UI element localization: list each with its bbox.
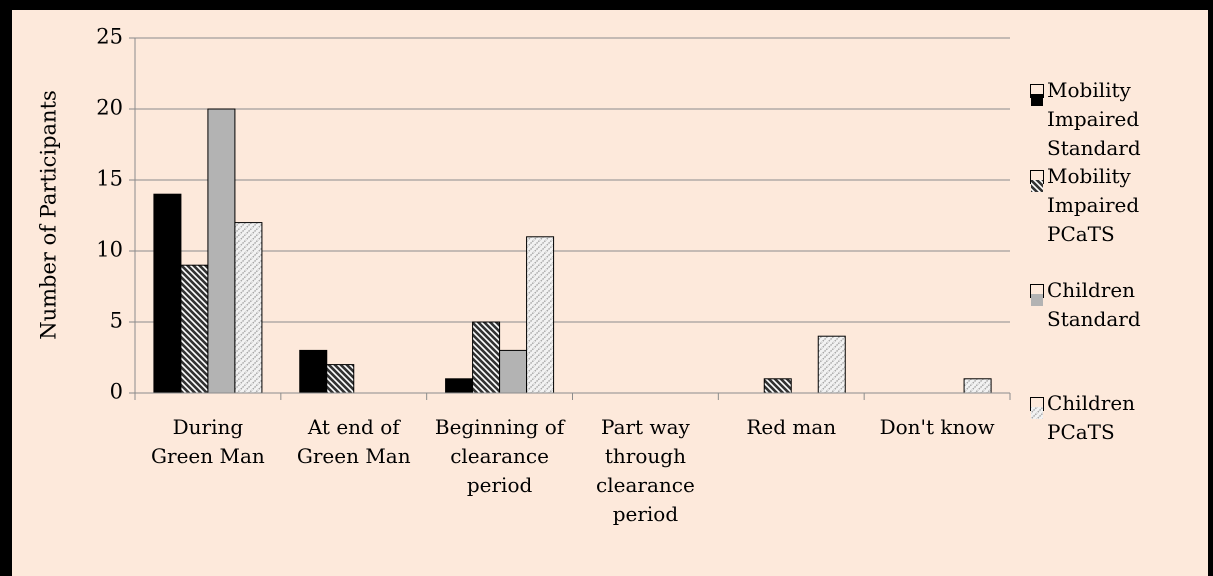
x-tick-label: Red man	[746, 415, 837, 439]
legend-swatch-rect	[1031, 407, 1043, 419]
bar	[299, 349, 328, 394]
legend-swatch-rect	[1031, 94, 1043, 106]
bar	[445, 378, 474, 394]
bar	[963, 378, 992, 394]
y-tick-label: 5	[110, 309, 123, 333]
y-tick-label: 0	[110, 380, 123, 404]
bar	[817, 335, 846, 394]
legend-swatch-fill	[1031, 294, 1043, 306]
legend-swatch	[1030, 397, 1044, 419]
bar	[234, 222, 263, 394]
legend-swatch-fill	[1031, 180, 1043, 192]
bar	[499, 349, 528, 394]
legend-label: Children PCaTS	[1047, 391, 1136, 444]
legend-label: Children Standard	[1047, 278, 1141, 331]
legend-swatch	[1030, 84, 1044, 106]
legend-swatch-fill	[1031, 407, 1043, 419]
y-tick-label: 20	[96, 96, 123, 120]
bar	[207, 108, 236, 394]
legend-label: Mobility Impaired PCaTS	[1047, 164, 1140, 246]
bar	[472, 321, 501, 394]
legend-swatch-rect	[1031, 180, 1043, 192]
y-tick-label: 10	[96, 238, 123, 262]
x-tick-label: Beginning of clearance period	[434, 415, 565, 497]
legend-swatch	[1030, 170, 1044, 192]
legend-label: Mobility Impaired Standard	[1047, 78, 1141, 160]
x-tick-label: Part way through clearance period	[596, 415, 695, 526]
bar	[326, 364, 355, 394]
x-tick-label: During Green Man	[151, 415, 265, 468]
bar	[180, 264, 209, 394]
y-axis-label: Number of Participants	[37, 90, 61, 340]
y-tick-label: 25	[96, 25, 123, 49]
legend-swatch	[1030, 284, 1044, 306]
legend-swatch-fill	[1031, 94, 1043, 106]
bar	[526, 236, 555, 394]
x-tick-label: Don't know	[879, 415, 995, 439]
bar	[153, 193, 182, 394]
y-tick-label: 15	[96, 167, 123, 191]
legend-swatch-rect	[1031, 294, 1043, 306]
x-tick-label: At end of Green Man	[296, 415, 411, 468]
bar	[763, 378, 792, 394]
